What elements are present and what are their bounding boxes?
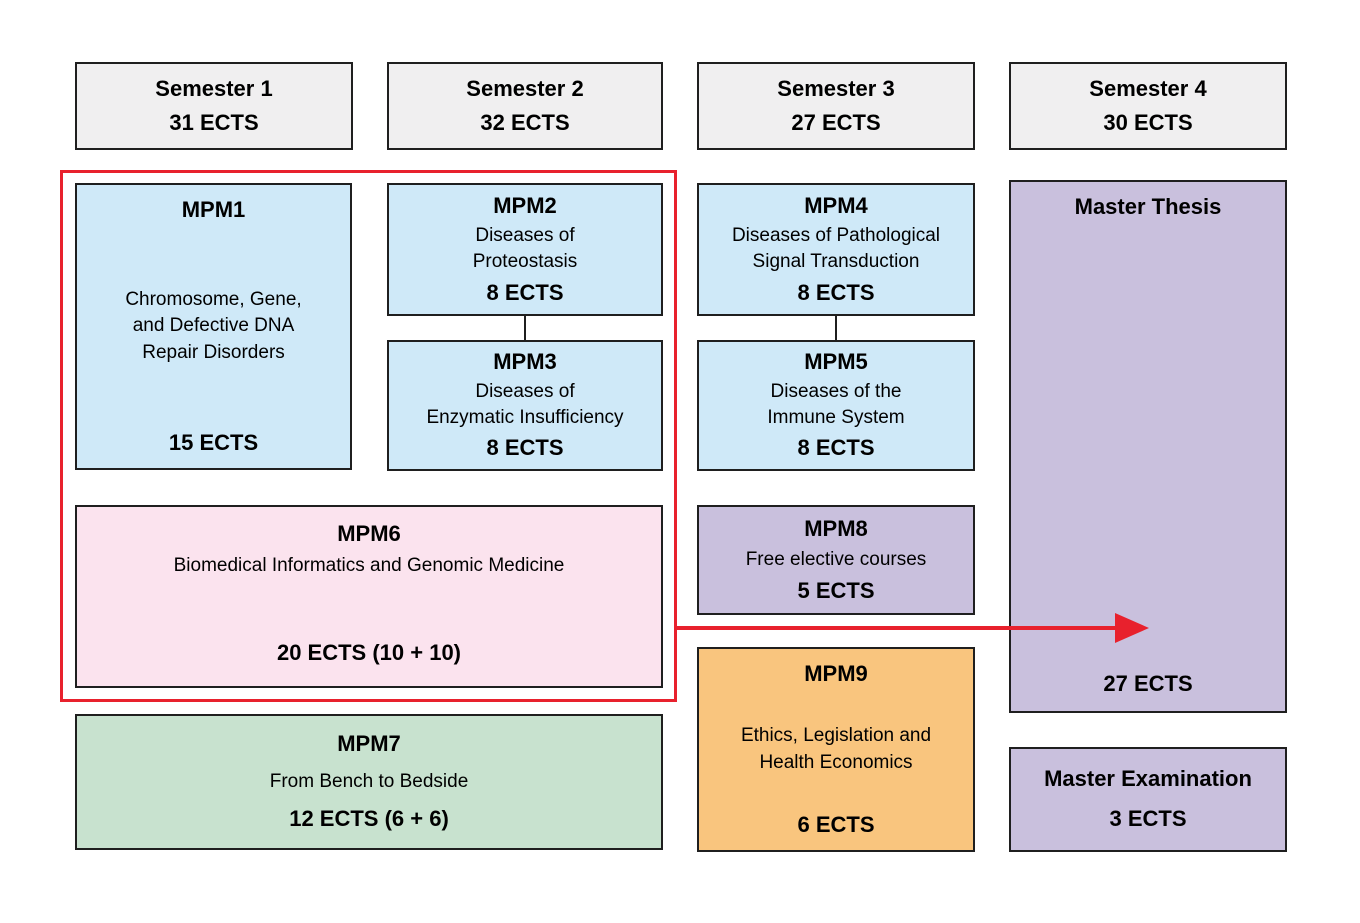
- module-mpm3: MPM3 Diseases of Enzymatic Insufficiency…: [387, 340, 663, 471]
- mpm6-code: MPM6: [337, 521, 401, 546]
- mpm4-mpm5-connector: [835, 316, 837, 340]
- mpm7-code: MPM7: [337, 731, 401, 757]
- semester-4-ects: 30 ECTS: [1103, 110, 1193, 135]
- mpm1-code: MPM1: [181, 197, 246, 222]
- mpm8-desc: Free elective courses: [745, 548, 927, 570]
- semester-3-title: Semester 3: [777, 76, 895, 101]
- mpm4-desc: Diseases of Pathological Signal Transduc…: [731, 225, 941, 273]
- semester-4-title: Semester 4: [1089, 76, 1207, 101]
- mpm9-code: MPM9: [804, 661, 868, 686]
- mpm9-ects: 6 ECTS: [797, 811, 875, 837]
- mpm4-ects: 8 ECTS: [797, 279, 875, 305]
- mpm5-code: MPM5: [804, 349, 868, 375]
- mpm8-ects: 5 ECTS: [797, 577, 875, 603]
- module-mpm9: MPM9 Ethics, Legislation and Health Econ…: [697, 647, 975, 852]
- mpm2-ects: 8 ECTS: [486, 279, 564, 305]
- semester-4-header: Semester 4 30 ECTS: [1009, 62, 1287, 150]
- mpm3-ects: 8 ECTS: [486, 435, 564, 461]
- module-mpm2: MPM2 Diseases of Proteostasis 8 ECTS: [387, 183, 663, 316]
- semester-3-header: Semester 3 27 ECTS: [697, 62, 975, 150]
- semester-3-ects: 27 ECTS: [791, 110, 881, 135]
- mpm3-desc: Diseases of Enzymatic Insufficiency: [426, 381, 624, 429]
- mpm1-ects: 15 ECTS: [168, 429, 259, 455]
- mpm8-code: MPM8: [804, 515, 868, 541]
- mpm6-ects: 20 ECTS (10 + 10): [276, 639, 462, 665]
- module-mpm8: MPM8 Free elective courses 5 ECTS: [697, 505, 975, 615]
- module-mpm7: MPM7 From Bench to Bedside 12 ECTS (6 + …: [75, 714, 663, 850]
- mpm3-code: MPM3: [493, 349, 557, 375]
- master-examination-ects: 3 ECTS: [1109, 806, 1187, 832]
- mpm4-code: MPM4: [804, 192, 868, 218]
- mpm7-ects: 12 ECTS (6 + 6): [289, 806, 449, 832]
- mpm2-mpm3-connector: [524, 316, 526, 340]
- semester-1-ects: 31 ECTS: [169, 110, 259, 135]
- mpm9-desc: Ethics, Legislation and Health Economics: [740, 725, 932, 773]
- mpm1-desc: Chromosome, Gene, and Defective DNA Repa…: [125, 289, 302, 363]
- master-thesis-title: Master Thesis: [1074, 194, 1222, 219]
- module-mpm1: MPM1 Chromosome, Gene, and Defective DNA…: [75, 183, 352, 470]
- semester-1-title: Semester 1: [155, 76, 273, 101]
- mpm5-desc: Diseases of the Immune System: [767, 381, 905, 429]
- mpm2-code: MPM2: [493, 192, 557, 218]
- master-examination-title: Master Examination: [1044, 766, 1252, 792]
- semester-2-header: Semester 2 32 ECTS: [387, 62, 663, 150]
- mpm7-desc: From Bench to Bedside: [269, 770, 469, 792]
- red-arrow-head-icon: [1115, 613, 1149, 643]
- mpm6-desc: Biomedical Informatics and Genomic Medic…: [173, 555, 565, 577]
- semester-2-ects: 32 ECTS: [480, 110, 570, 135]
- module-mpm5: MPM5 Diseases of the Immune System 8 ECT…: [697, 340, 975, 471]
- mpm2-desc: Diseases of Proteostasis: [472, 225, 578, 273]
- module-mpm6: MPM6 Biomedical Informatics and Genomic …: [75, 505, 663, 688]
- red-arrow-line: [677, 626, 1117, 630]
- mpm5-ects: 8 ECTS: [797, 435, 875, 461]
- module-mpm4: MPM4 Diseases of Pathological Signal Tra…: [697, 183, 975, 316]
- master-thesis-ects: 27 ECTS: [1103, 670, 1193, 696]
- master-examination-box: Master Examination 3 ECTS: [1009, 747, 1287, 852]
- semester-1-header: Semester 1 31 ECTS: [75, 62, 353, 150]
- semester-2-title: Semester 2: [466, 76, 584, 101]
